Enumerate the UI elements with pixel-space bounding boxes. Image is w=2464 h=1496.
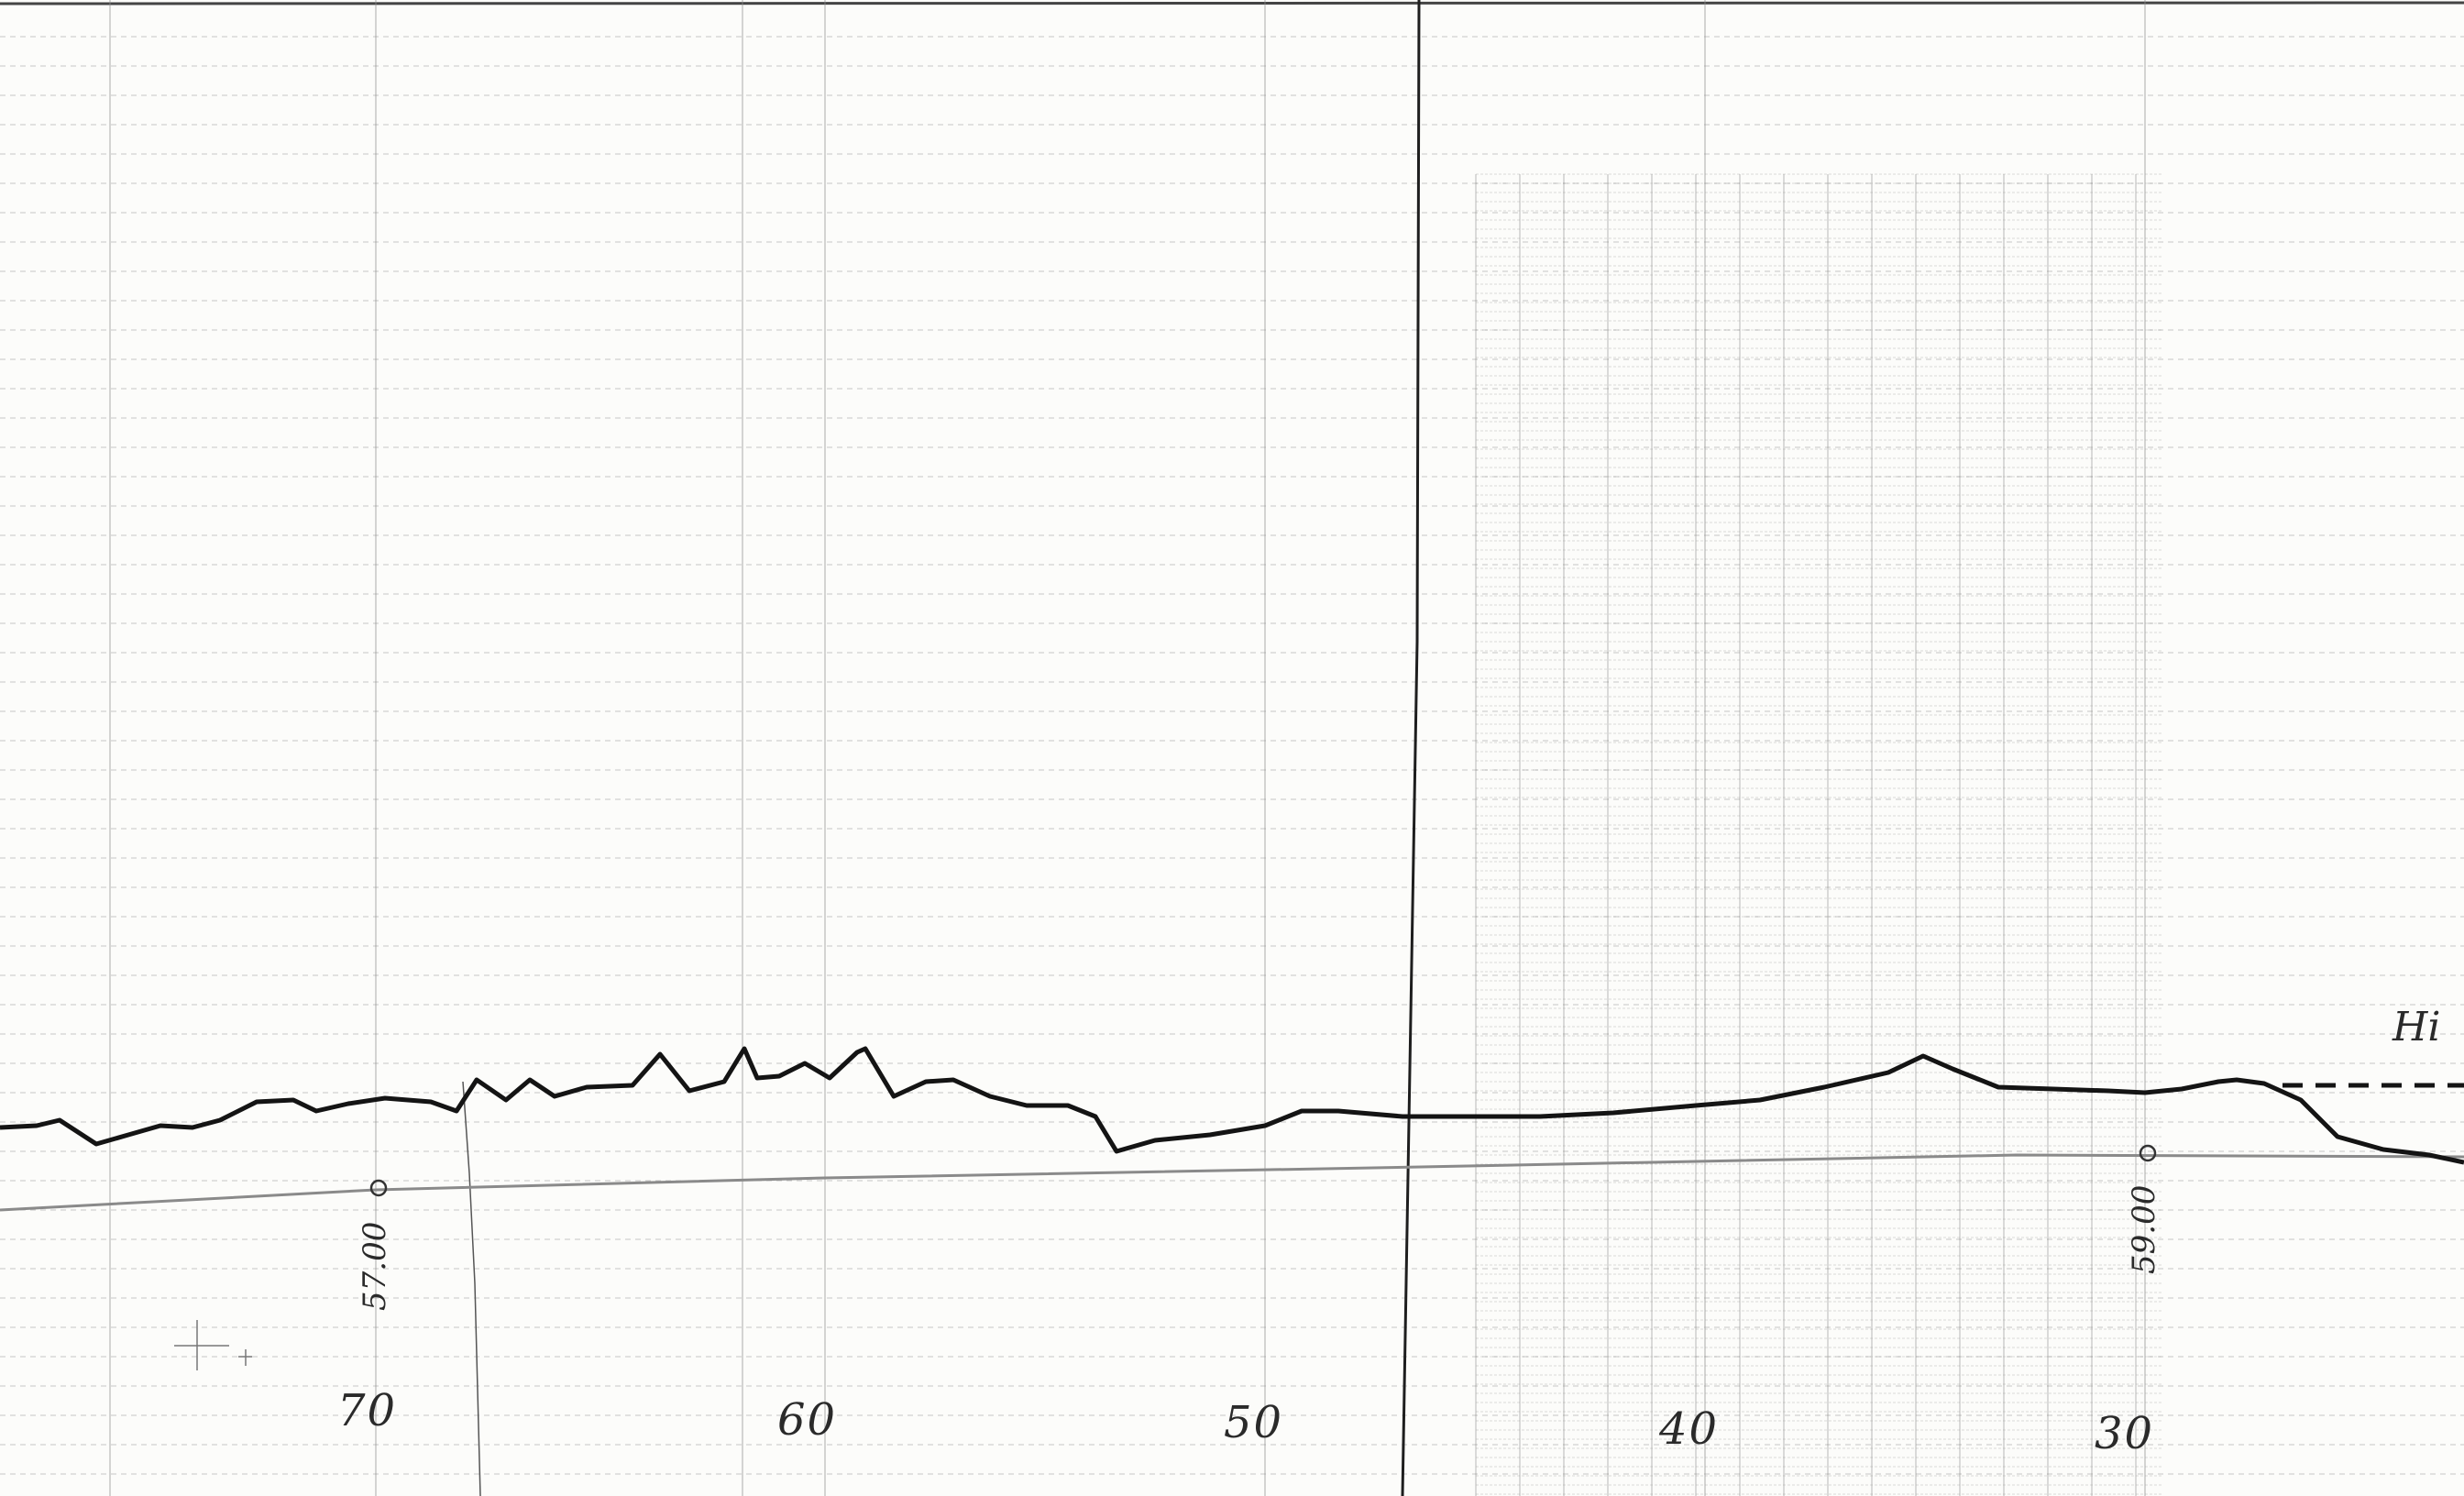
paper-tear-line (462, 1081, 481, 1496)
ground-profile-line (0, 1046, 2464, 1165)
tick-label-40: 40 (1658, 1403, 1719, 1455)
vertical-grid-lines (109, 0, 2146, 1496)
datum-line (0, 1153, 2464, 1212)
fold-crease-line (1401, 0, 1421, 1496)
tick-label-50: 50 (1224, 1397, 1283, 1448)
benchmark-circle-right (2139, 1144, 2157, 1162)
tick-label-60: 60 (777, 1394, 837, 1446)
benchmark-circle-left (369, 1179, 388, 1197)
elevation-label-right: 59.00 (2126, 1185, 2162, 1274)
elevation-label-left: 57.00 (357, 1222, 393, 1311)
sheet-top-edge (0, 1, 2464, 6)
hi-marker-label: Hi (2392, 1004, 2440, 1050)
pencil-cross-marks (174, 1320, 252, 1370)
tick-label-70: 70 (337, 1385, 397, 1436)
horizontal-rules (0, 36, 2464, 1475)
tick-label-30: 30 (2095, 1408, 2154, 1459)
dense-grid-region (1475, 173, 2163, 1496)
